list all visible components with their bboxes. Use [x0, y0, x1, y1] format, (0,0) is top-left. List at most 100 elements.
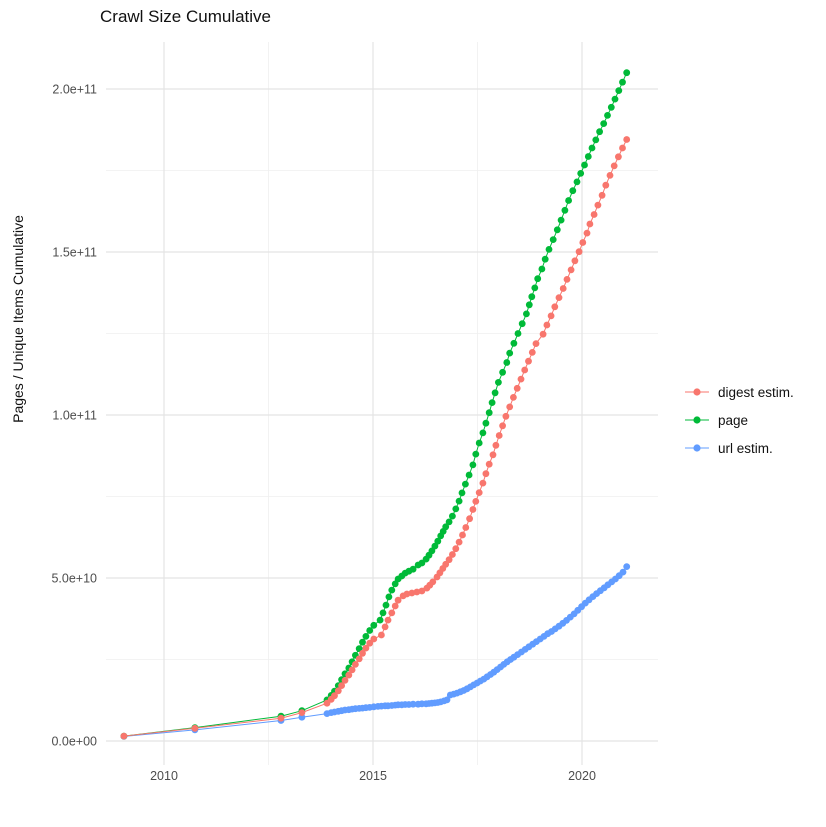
data-point: [334, 687, 342, 695]
data-point: [458, 489, 466, 497]
data-point: [547, 312, 555, 320]
data-point: [596, 128, 603, 136]
data-point: [499, 368, 506, 376]
data-point: [376, 616, 384, 624]
legend-label: page: [718, 412, 749, 428]
data-point: [409, 565, 417, 573]
data-point: [388, 586, 396, 594]
data-point: [475, 489, 483, 496]
data-point: [528, 349, 536, 356]
data-point: [579, 239, 587, 246]
data-point: [459, 531, 466, 539]
data-point: [485, 460, 493, 468]
data-point: [449, 512, 456, 520]
data-point: [607, 103, 615, 111]
data-point: [429, 578, 437, 586]
data-point: [586, 220, 594, 228]
data-point: [518, 320, 526, 328]
data-point: [388, 609, 396, 617]
data-point: [523, 310, 530, 318]
data-point: [355, 655, 363, 663]
data-point: [445, 518, 453, 526]
data-point: [615, 153, 622, 161]
data-point: [604, 112, 611, 119]
data-point: [462, 480, 469, 488]
data-point: [583, 229, 591, 237]
data-point: [538, 265, 546, 273]
data-point: [510, 339, 518, 347]
data-point: [557, 216, 565, 224]
y-tick-label: 0.0e+00: [51, 735, 97, 749]
y-axis-title: Pages / Unique Items Cumulative: [10, 215, 26, 423]
data-point: [534, 275, 542, 283]
data-point: [573, 178, 581, 186]
data-point: [495, 432, 503, 439]
data-point: [491, 389, 499, 397]
data-point: [600, 120, 608, 127]
data-point: [385, 593, 393, 601]
data-point: [485, 409, 493, 417]
data-point: [488, 399, 496, 406]
data-point: [528, 293, 536, 301]
data-point: [191, 724, 199, 732]
data-point: [525, 357, 532, 365]
data-point: [495, 379, 502, 386]
chart-title: Crawl Size Cumulative: [100, 7, 271, 26]
data-point: [615, 87, 623, 94]
data-point: [489, 451, 497, 459]
y-tick-label: 5.0e+10: [51, 572, 97, 586]
data-point: [581, 161, 588, 169]
data-point: [619, 78, 626, 86]
data-point: [492, 441, 500, 449]
data-point: [559, 285, 567, 292]
data-point: [452, 545, 460, 553]
data-point: [465, 471, 473, 479]
legend-key-icon: [685, 388, 709, 396]
data-point: [445, 556, 453, 564]
data-point: [370, 635, 378, 643]
data-point: [475, 439, 483, 447]
data-point: [611, 95, 619, 103]
data-point: [532, 340, 540, 347]
data-point: [598, 191, 606, 199]
data-point: [555, 294, 563, 301]
data-point: [517, 375, 525, 383]
data-point: [462, 524, 470, 531]
data-point: [472, 498, 480, 505]
data-point: [513, 384, 521, 392]
data-point: [551, 303, 559, 311]
data-point: [571, 257, 579, 265]
x-tick-label: 2010: [150, 769, 178, 783]
legend-item-digest-estim: digest estim.: [684, 382, 794, 402]
data-point: [466, 515, 473, 523]
data-point: [472, 450, 480, 458]
data-point: [362, 633, 370, 640]
data-point: [619, 568, 627, 576]
legend-item-url-estim: url estim.: [684, 438, 794, 458]
data-point: [379, 609, 387, 617]
legend-key-icon: [685, 444, 709, 452]
data-point: [525, 301, 533, 309]
legend-key-icon: [685, 416, 709, 424]
data-point: [391, 602, 399, 610]
data-point: [298, 709, 306, 716]
x-tick-label: 2015: [359, 769, 387, 783]
data-point: [623, 69, 631, 77]
data-point: [569, 187, 577, 195]
data-point: [506, 403, 514, 411]
data-point: [345, 671, 353, 679]
data-point: [479, 479, 487, 487]
data-point: [577, 170, 585, 177]
data-point: [619, 144, 626, 152]
data-point: [391, 580, 399, 588]
data-point: [539, 330, 547, 338]
data-point: [359, 638, 366, 646]
data-point: [588, 144, 596, 152]
series-digest-estim: [120, 136, 631, 740]
data-point: [434, 537, 442, 545]
data-point: [502, 412, 510, 420]
data-point: [378, 631, 385, 639]
legend: digest estim. page url estim.: [684, 382, 794, 466]
y-tick-label: 1.0e+11: [52, 409, 97, 423]
data-point: [469, 461, 477, 469]
